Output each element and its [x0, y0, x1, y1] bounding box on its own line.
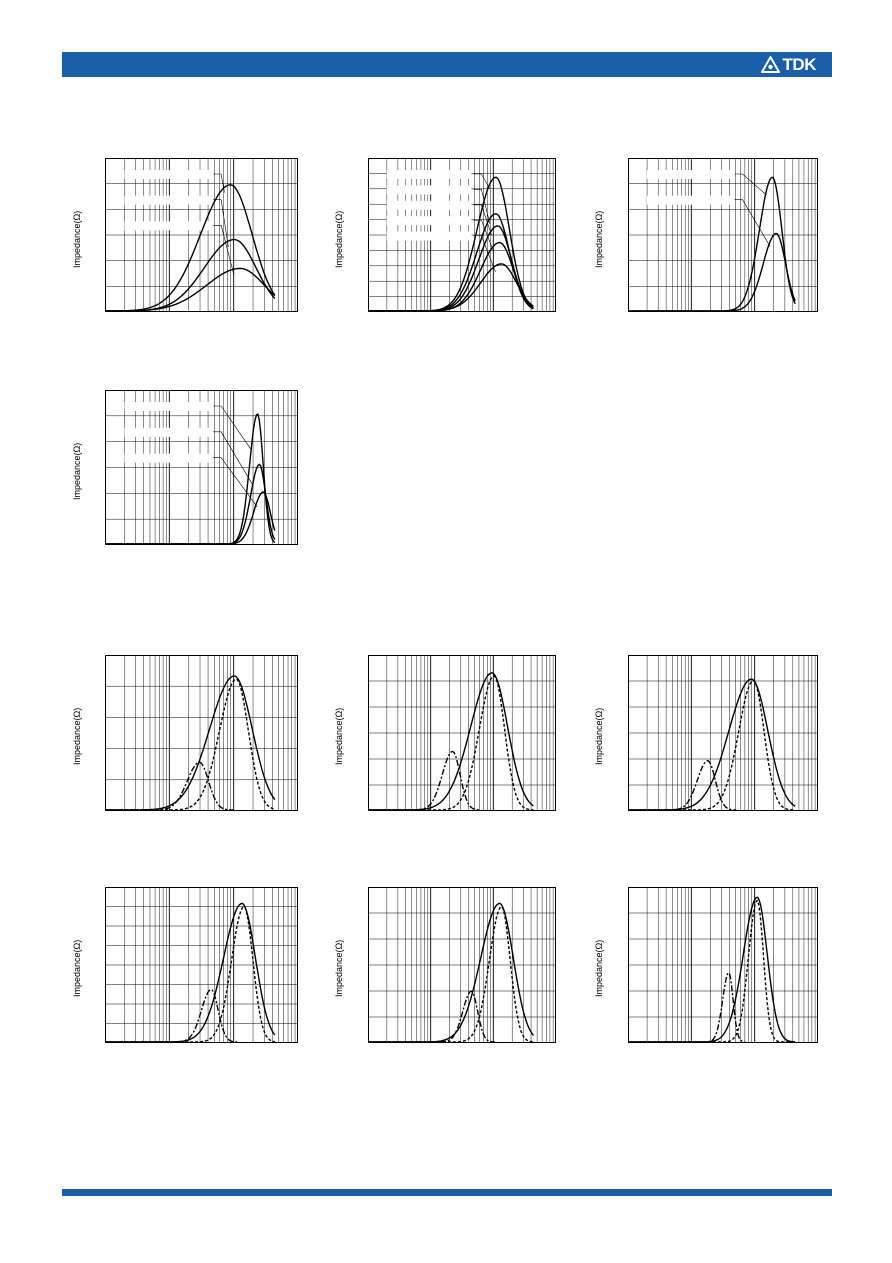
y-axis-label: Impedance(Ω)	[594, 210, 604, 268]
tdk-logo: TDK	[760, 54, 817, 74]
series-line-3	[105, 988, 238, 1043]
impedance-chart-10	[628, 887, 818, 1043]
y-axis-label: Impedance(Ω)	[72, 210, 82, 268]
impedance-chart-1	[105, 158, 298, 312]
y-gridlines	[105, 906, 298, 1024]
impedance-chart-3	[628, 158, 818, 312]
y-gridlines	[628, 183, 818, 287]
y-gridlines	[628, 680, 818, 786]
header-bar: TDK	[62, 52, 832, 77]
y-gridlines	[628, 912, 818, 1018]
series-line-2	[105, 678, 275, 811]
logo-text: TDK	[782, 54, 817, 74]
series-line-3	[105, 491, 276, 545]
series-line-3	[368, 990, 495, 1043]
plot-frame	[105, 655, 298, 811]
y-axis-label: Impedance(Ω)	[334, 707, 344, 765]
footer-bar	[62, 1189, 832, 1196]
tdk-emblem-icon	[760, 56, 780, 73]
legend-area	[124, 402, 258, 508]
y-axis-label: Impedance(Ω)	[334, 210, 344, 268]
impedance-chart-5	[105, 655, 298, 811]
y-axis-label: Impedance(Ω)	[594, 939, 604, 997]
series-line-3	[628, 971, 746, 1043]
impedance-chart-6	[368, 655, 556, 811]
impedance-chart-7	[628, 655, 818, 811]
y-gridlines	[105, 415, 298, 520]
y-axis-label: Impedance(Ω)	[72, 939, 82, 997]
y-gridlines	[105, 183, 298, 287]
y-axis-label: Impedance(Ω)	[594, 707, 604, 765]
series-line-2	[628, 232, 796, 312]
y-axis-label: Impedance(Ω)	[72, 442, 82, 500]
impedance-chart-9	[368, 887, 556, 1043]
series-line-2	[105, 905, 275, 1043]
series-line-3	[628, 760, 737, 811]
legend-area	[647, 170, 771, 247]
y-axis-label: Impedance(Ω)	[72, 707, 82, 765]
series-line-3	[105, 267, 276, 312]
impedance-chart-2	[368, 158, 556, 312]
series-line-5	[368, 263, 534, 312]
impedance-chart-8	[105, 887, 298, 1043]
series-line-3	[105, 761, 234, 811]
series-line-3	[368, 750, 481, 811]
y-axis-label: Impedance(Ω)	[334, 939, 344, 997]
impedance-chart-4	[105, 390, 298, 545]
